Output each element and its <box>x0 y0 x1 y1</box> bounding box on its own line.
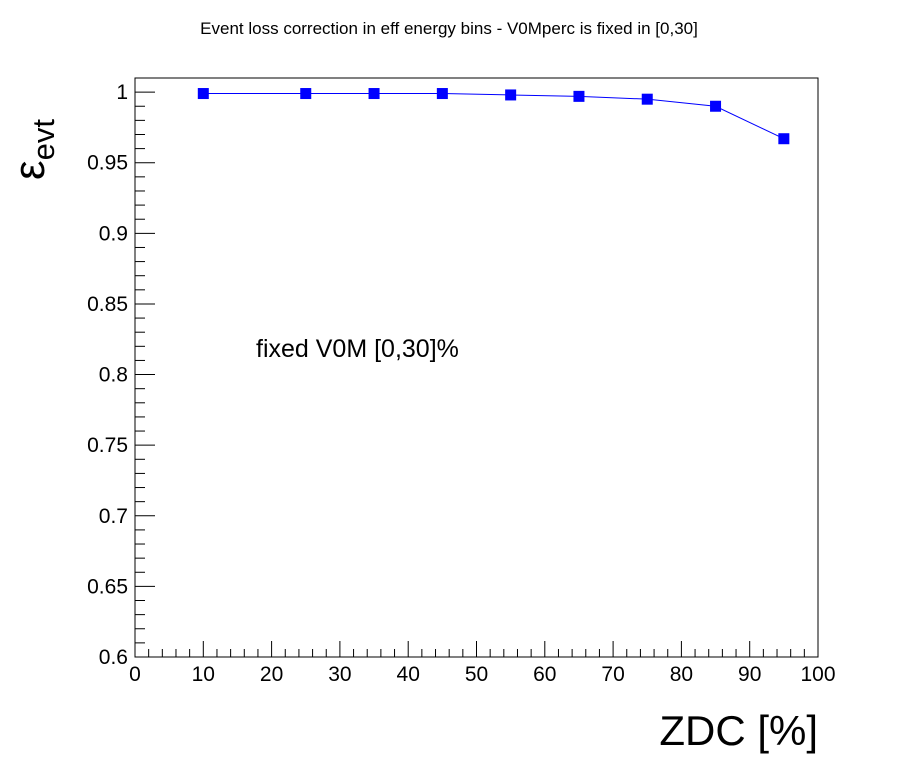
annotation-text: fixed V0M [0,30]% <box>256 335 459 363</box>
x-axis-label: ZDC [%] <box>659 707 818 754</box>
series-line <box>203 93 785 140</box>
data-point <box>641 93 653 105</box>
chart-title: Event loss correction in eff energy bins… <box>200 19 698 38</box>
y-tick-label: 0.65 <box>87 575 128 598</box>
x-tick-label: 100 <box>800 663 835 686</box>
data-point <box>573 90 585 102</box>
y-axis-label-main: ε <box>5 160 54 180</box>
data-point <box>300 88 312 100</box>
y-tick-label: 0.75 <box>87 434 128 457</box>
data-point <box>710 100 722 112</box>
y-axis-label: εevt <box>5 119 61 180</box>
x-tick-label: 60 <box>533 663 556 686</box>
x-tick-label: 10 <box>192 663 215 686</box>
y-axis-tick-labels: 0.6 0.65 0.7 0.75 0.8 0.85 0.9 0.95 1 <box>87 81 128 669</box>
y-tick-label: 0.8 <box>99 364 128 387</box>
x-tick-label: 30 <box>328 663 351 686</box>
x-tick-label: 40 <box>397 663 420 686</box>
x-axis-ticks <box>134 641 819 657</box>
x-tick-label: 70 <box>601 663 624 686</box>
data-point <box>505 89 517 101</box>
y-tick-label: 0.7 <box>99 505 128 528</box>
x-tick-label: 0 <box>129 663 141 686</box>
x-tick-label: 90 <box>738 663 761 686</box>
y-tick-label: 0.9 <box>99 222 128 245</box>
data-point <box>778 133 790 145</box>
series-layer <box>197 88 790 145</box>
data-point <box>197 88 209 100</box>
x-tick-label: 50 <box>465 663 488 686</box>
y-tick-label: 1 <box>116 81 128 104</box>
data-point <box>436 88 448 100</box>
x-tick-label: 80 <box>670 663 693 686</box>
x-axis-tick-labels: 0 10 20 30 40 50 60 70 80 90 100 <box>129 663 835 686</box>
y-tick-label: 0.6 <box>99 646 128 669</box>
x-tick-label: 20 <box>260 663 283 686</box>
y-tick-label: 0.85 <box>87 293 128 316</box>
plot-frame <box>134 77 819 658</box>
data-point <box>368 88 380 100</box>
y-tick-label: 0.95 <box>87 152 128 175</box>
y-axis-ticks <box>135 77 155 658</box>
y-axis-label-sub: evt <box>26 119 61 161</box>
